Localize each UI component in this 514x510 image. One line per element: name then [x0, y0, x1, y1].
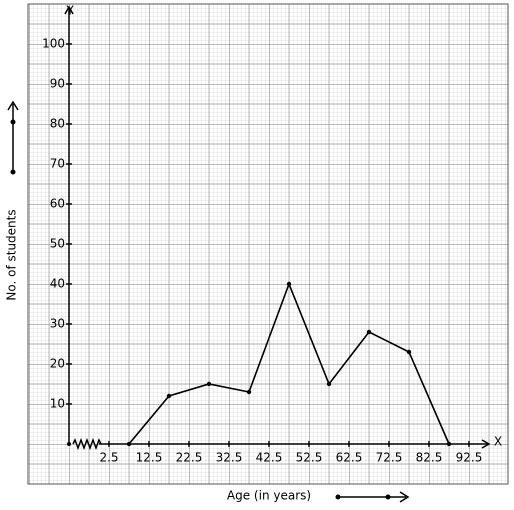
- y-tick-label: 100: [42, 37, 65, 51]
- x-tick-label: 12.5: [136, 451, 163, 465]
- point: [406, 349, 412, 355]
- x-tick-label: 82.5: [416, 451, 443, 465]
- y-arrow: [64, 5, 74, 15]
- x-tick-label: 52.5: [296, 451, 323, 465]
- x-tick-label: 92.5: [456, 451, 483, 465]
- graph-paper: [27, 3, 509, 485]
- x-tick-label: 22.5: [176, 451, 203, 465]
- y-tick-label: 80: [50, 117, 65, 131]
- point: [446, 441, 452, 447]
- origin-dot: [67, 442, 71, 446]
- x-tick-label: 42.5: [256, 451, 283, 465]
- y-tick-label: 20: [50, 357, 65, 371]
- point: [166, 393, 172, 399]
- decor-arrows: [7, 100, 410, 503]
- point: [246, 389, 252, 395]
- x-tick-label: 62.5: [336, 451, 363, 465]
- y-tick-label: 70: [50, 157, 65, 171]
- y-tick-label: 30: [50, 317, 65, 331]
- x-axis-label: Age (in years): [227, 489, 311, 503]
- y-tick-label: 10: [50, 397, 65, 411]
- y-tick-label: 60: [50, 197, 65, 211]
- x-arrow: [481, 439, 491, 449]
- y-axis-name: Y: [65, 4, 74, 18]
- y-axis-label: No. of students: [5, 209, 19, 300]
- point: [366, 329, 372, 335]
- point: [286, 281, 292, 287]
- point: [326, 381, 332, 387]
- y-tick-label: 40: [50, 277, 65, 291]
- y-tick-label: 90: [50, 77, 65, 91]
- point: [206, 381, 212, 387]
- x-tick-label: 32.5: [216, 451, 243, 465]
- x-tick-label: 72.5: [376, 451, 403, 465]
- x-tick-label: 2.5: [99, 451, 118, 465]
- point: [126, 441, 132, 447]
- y-tick-label: 50: [50, 237, 65, 251]
- x-axis-name: X: [494, 435, 502, 449]
